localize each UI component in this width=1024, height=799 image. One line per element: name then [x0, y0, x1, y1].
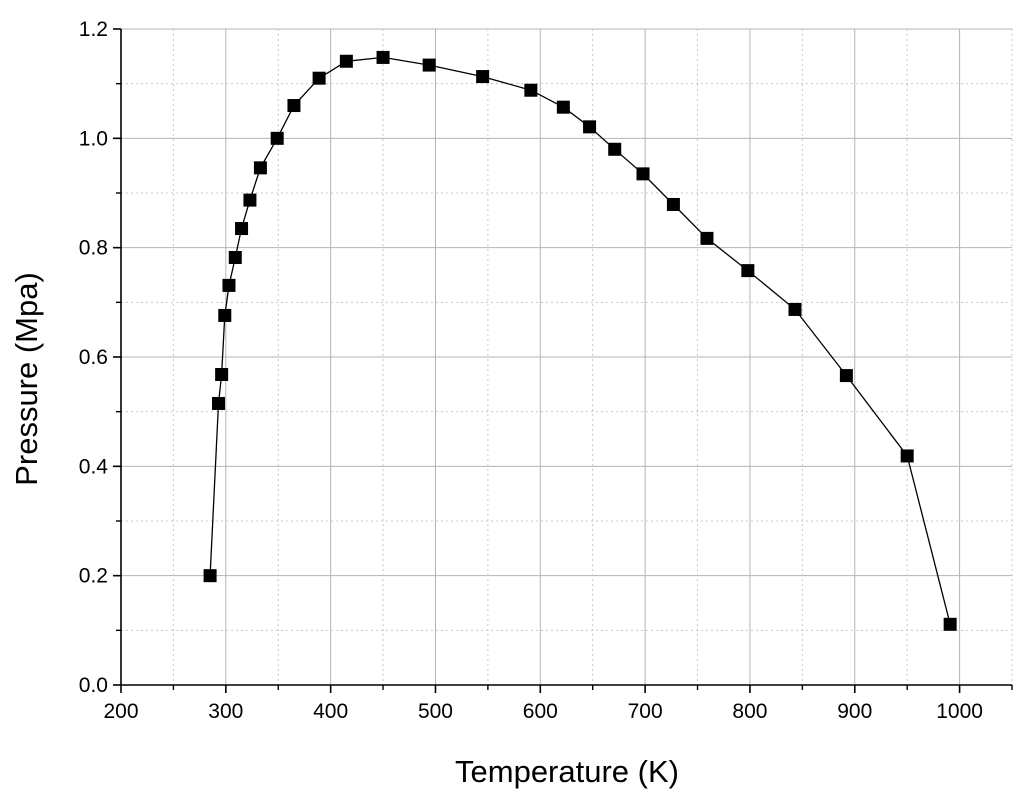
y-tick-label: 1.0 [79, 127, 108, 150]
data-point [339, 54, 353, 68]
data-point [215, 367, 229, 381]
data-point [583, 120, 597, 134]
series-line [209, 56, 951, 625]
data-point [666, 197, 680, 211]
data-point [943, 617, 957, 631]
x-tick-label: 800 [732, 700, 767, 723]
grid [120, 28, 1013, 686]
data-point [203, 569, 217, 583]
y-axis-title: Pressure (Mpa) [9, 272, 44, 486]
y-tick-label: 0.6 [79, 346, 108, 369]
data-point [636, 167, 650, 181]
axes [113, 28, 1013, 693]
data-point [287, 99, 301, 113]
data-point [253, 161, 267, 175]
data-point [839, 369, 853, 383]
x-tick-label: 200 [103, 700, 138, 723]
data-point [228, 251, 242, 265]
data-point [900, 449, 914, 463]
data-point [608, 142, 622, 156]
x-tick-label: 400 [313, 700, 348, 723]
x-tick-label: 700 [628, 700, 663, 723]
data-point [222, 278, 236, 292]
y-tick-label: 0.4 [79, 455, 109, 478]
x-tick-label: 500 [418, 700, 453, 723]
tick-labels: 200 300 400 500 600 700 800 900 1000 0.0 0.2 0.4 0.6… [79, 18, 983, 723]
x-axis-title: Temperature (K) [455, 754, 679, 789]
x-tick-label: 1000 [936, 700, 983, 723]
data-point [524, 83, 538, 97]
x-tick-label: 300 [208, 700, 243, 723]
series [203, 50, 957, 631]
data-point [700, 231, 714, 245]
data-point [376, 50, 390, 64]
y-tick-label: 0.2 [79, 565, 108, 588]
x-tick-label: 600 [523, 700, 558, 723]
data-point [270, 131, 284, 145]
y-tick-label: 0.8 [79, 237, 108, 260]
y-tick-label: 1.2 [79, 18, 108, 41]
data-point [788, 302, 802, 316]
data-point [218, 308, 232, 322]
data-point [422, 58, 436, 72]
data-point [476, 70, 490, 84]
data-point [243, 193, 257, 207]
data-point [312, 71, 326, 85]
data-point [741, 264, 755, 278]
y-tick-label: 0.0 [79, 674, 108, 697]
data-point [211, 396, 225, 410]
x-tick-label: 900 [837, 700, 872, 723]
data-point [556, 100, 570, 114]
data-point [235, 222, 249, 236]
